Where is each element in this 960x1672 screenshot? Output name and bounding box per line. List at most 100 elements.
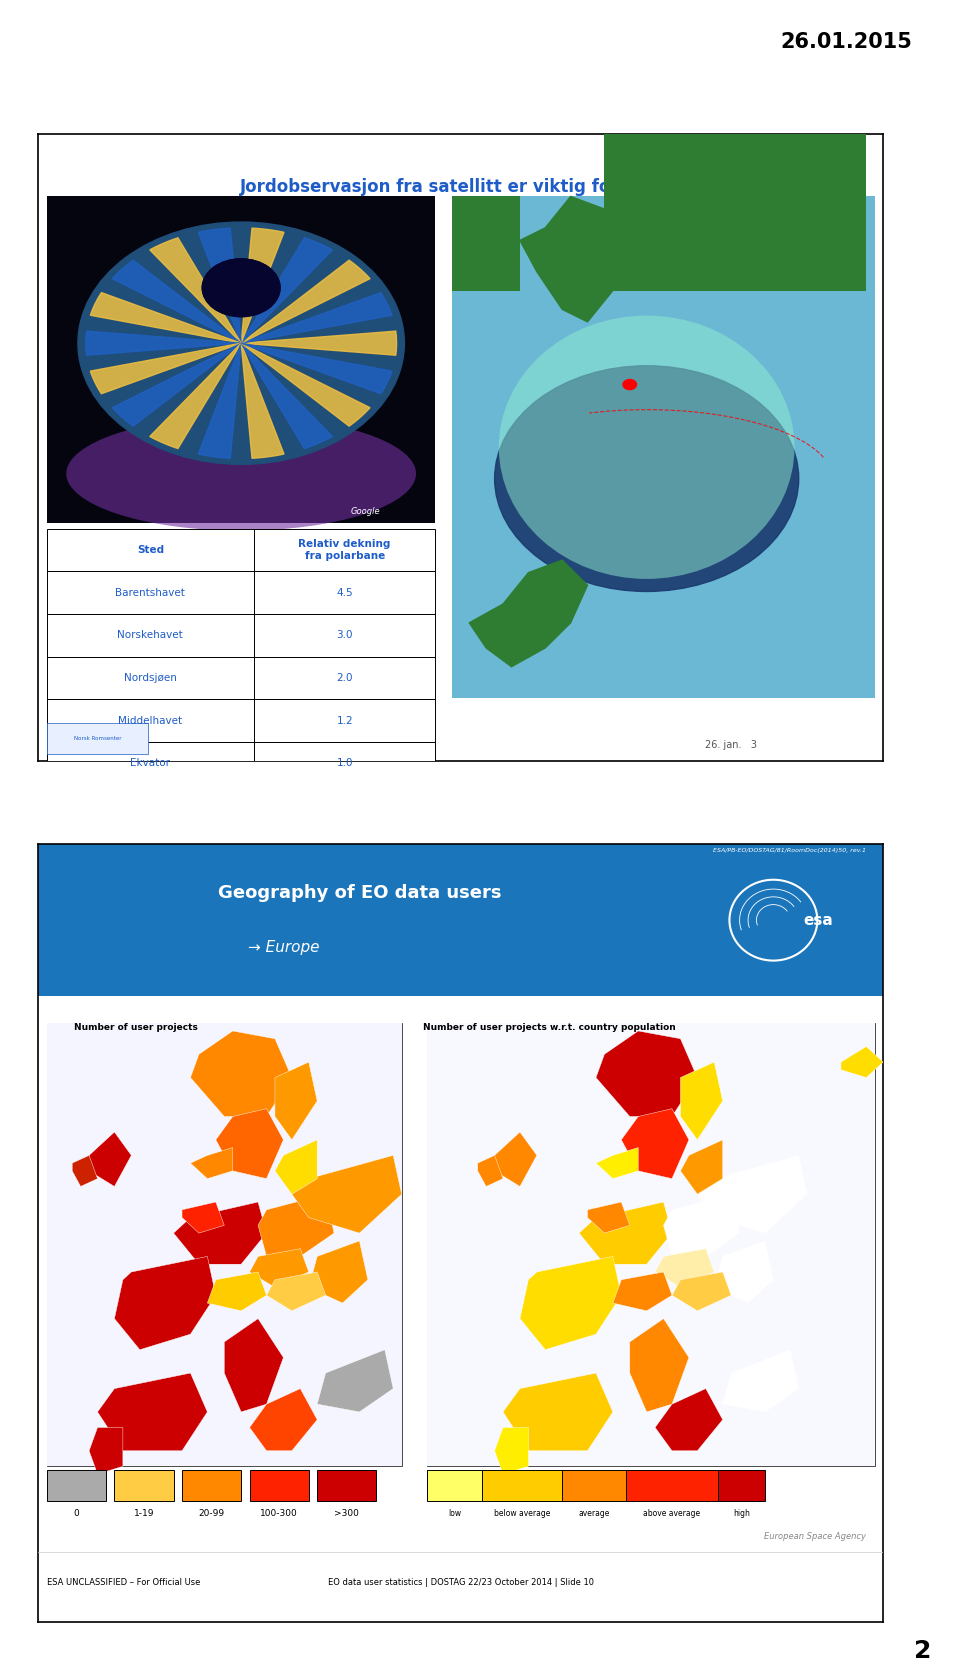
Polygon shape bbox=[114, 1256, 216, 1349]
Polygon shape bbox=[241, 343, 332, 448]
Polygon shape bbox=[292, 1155, 401, 1234]
Text: Number of user projects: Number of user projects bbox=[74, 1023, 198, 1032]
Circle shape bbox=[494, 366, 799, 592]
Polygon shape bbox=[469, 560, 588, 667]
Bar bbox=[47, 657, 253, 699]
Text: 100-300: 100-300 bbox=[260, 1510, 298, 1518]
Text: 2: 2 bbox=[914, 1639, 931, 1664]
Polygon shape bbox=[621, 1109, 689, 1179]
Polygon shape bbox=[588, 1202, 630, 1234]
Bar bbox=[718, 1470, 765, 1501]
Polygon shape bbox=[98, 1373, 207, 1451]
Polygon shape bbox=[494, 1428, 528, 1475]
Polygon shape bbox=[241, 227, 284, 343]
Bar bbox=[427, 1023, 875, 1466]
Bar bbox=[182, 1470, 241, 1501]
Bar bbox=[114, 1470, 174, 1501]
Text: Norsk Romsenter: Norsk Romsenter bbox=[74, 736, 121, 741]
Polygon shape bbox=[89, 1428, 123, 1475]
Ellipse shape bbox=[66, 416, 416, 530]
Polygon shape bbox=[199, 227, 241, 343]
Bar bbox=[253, 614, 436, 657]
Bar bbox=[482, 1470, 563, 1501]
Text: European Space Agency: European Space Agency bbox=[764, 1533, 866, 1542]
Bar bbox=[47, 1023, 401, 1466]
Bar bbox=[253, 742, 436, 784]
Polygon shape bbox=[520, 1256, 621, 1349]
Text: esa: esa bbox=[803, 913, 832, 928]
Polygon shape bbox=[241, 343, 370, 426]
Polygon shape bbox=[182, 1202, 225, 1234]
Ellipse shape bbox=[499, 316, 795, 579]
Polygon shape bbox=[655, 1249, 714, 1287]
Polygon shape bbox=[241, 237, 332, 343]
Polygon shape bbox=[112, 261, 241, 343]
Polygon shape bbox=[672, 1272, 732, 1311]
Polygon shape bbox=[317, 1349, 394, 1411]
Bar bbox=[38, 844, 883, 997]
Bar bbox=[605, 134, 866, 291]
Polygon shape bbox=[630, 1319, 689, 1411]
Polygon shape bbox=[225, 1319, 283, 1411]
Polygon shape bbox=[241, 343, 284, 458]
Text: Google: Google bbox=[350, 507, 380, 517]
Polygon shape bbox=[697, 1155, 807, 1234]
Polygon shape bbox=[241, 343, 392, 393]
Polygon shape bbox=[112, 343, 241, 426]
Text: 2.0: 2.0 bbox=[336, 674, 353, 682]
Text: EO data user statistics | DOSTAG 22/23 October 2014 | Slide 10: EO data user statistics | DOSTAG 22/23 O… bbox=[327, 1578, 594, 1587]
Polygon shape bbox=[681, 1062, 723, 1140]
Bar bbox=[47, 1023, 401, 1466]
Text: ESA/PB-EO/DOSTAG/81/RoomDoc(2014)50, rev.1: ESA/PB-EO/DOSTAG/81/RoomDoc(2014)50, rev… bbox=[713, 848, 866, 853]
Bar bbox=[253, 699, 436, 742]
Text: 26.01.2015: 26.01.2015 bbox=[780, 32, 912, 52]
Polygon shape bbox=[190, 1147, 232, 1179]
Bar bbox=[47, 197, 436, 522]
Polygon shape bbox=[89, 1132, 132, 1187]
Polygon shape bbox=[150, 237, 241, 343]
Text: below average: below average bbox=[493, 1510, 550, 1518]
Polygon shape bbox=[90, 293, 241, 343]
Polygon shape bbox=[714, 1241, 774, 1302]
Text: Middelhavet: Middelhavet bbox=[118, 716, 182, 726]
Polygon shape bbox=[579, 1202, 672, 1264]
Circle shape bbox=[203, 259, 280, 316]
Text: 26. jan.   3: 26. jan. 3 bbox=[706, 741, 757, 751]
Bar bbox=[452, 197, 520, 291]
Polygon shape bbox=[174, 1202, 267, 1264]
Polygon shape bbox=[723, 1349, 799, 1411]
Text: → Europe: → Europe bbox=[248, 940, 319, 955]
Bar bbox=[47, 572, 253, 614]
Circle shape bbox=[730, 879, 817, 961]
Polygon shape bbox=[267, 1272, 325, 1311]
Text: ESA UNCLASSIFIED – For Official Use: ESA UNCLASSIFIED – For Official Use bbox=[47, 1578, 201, 1587]
Bar bbox=[427, 1470, 482, 1501]
Text: 0: 0 bbox=[74, 1510, 80, 1518]
Polygon shape bbox=[503, 1373, 612, 1451]
Polygon shape bbox=[841, 1047, 883, 1078]
Circle shape bbox=[78, 222, 404, 465]
Text: Barentshavet: Barentshavet bbox=[115, 589, 185, 597]
Bar bbox=[47, 1470, 106, 1501]
Polygon shape bbox=[655, 1388, 723, 1451]
Text: Number of user projects w.r.t. country population: Number of user projects w.r.t. country p… bbox=[423, 1023, 676, 1032]
Bar bbox=[47, 614, 253, 657]
Polygon shape bbox=[150, 343, 241, 448]
Polygon shape bbox=[275, 1140, 317, 1194]
Text: Nordsjøen: Nordsjøen bbox=[124, 674, 177, 682]
Text: Jordobservasjon fra satellitt er viktig for Norge: Jordobservasjon fra satellitt er viktig … bbox=[240, 177, 682, 196]
Polygon shape bbox=[241, 331, 396, 354]
Polygon shape bbox=[250, 1388, 317, 1451]
Text: 4.5: 4.5 bbox=[336, 589, 353, 597]
Bar bbox=[253, 528, 436, 572]
Polygon shape bbox=[207, 1272, 267, 1311]
Text: Geography of EO data users: Geography of EO data users bbox=[218, 884, 501, 901]
Text: Norskehavet: Norskehavet bbox=[117, 630, 183, 640]
Polygon shape bbox=[250, 1249, 309, 1287]
Circle shape bbox=[623, 380, 636, 390]
Text: 1-19: 1-19 bbox=[133, 1510, 155, 1518]
Polygon shape bbox=[596, 1147, 638, 1179]
Text: 1.0: 1.0 bbox=[336, 759, 353, 767]
Bar bbox=[253, 572, 436, 614]
Polygon shape bbox=[241, 261, 370, 343]
